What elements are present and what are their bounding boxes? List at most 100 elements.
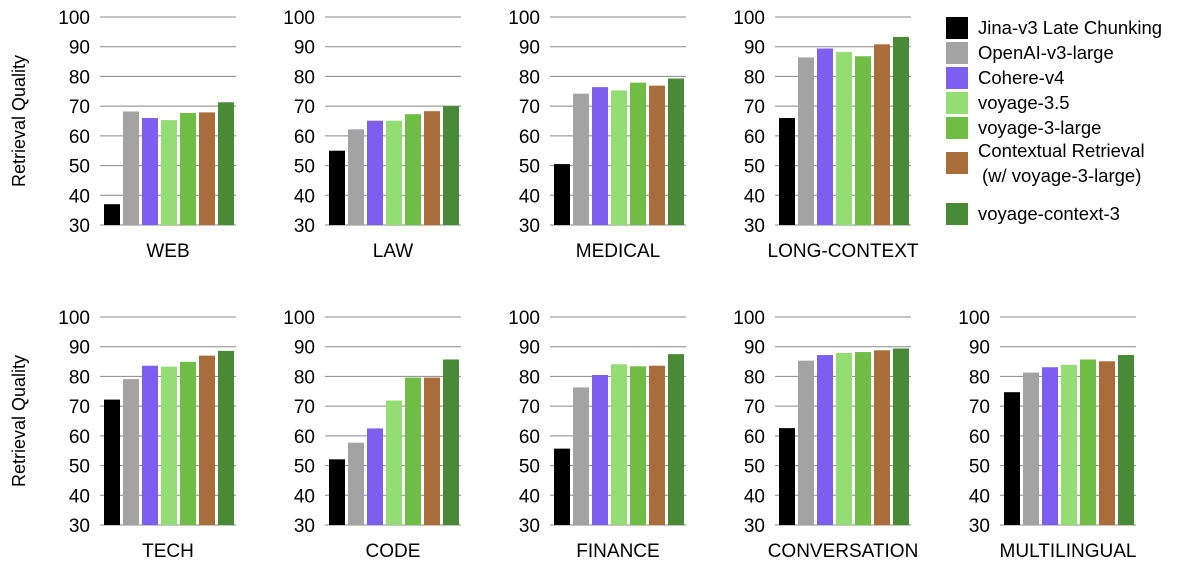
- y-tick-label: 50: [744, 157, 765, 178]
- y-tick-label: 80: [744, 67, 765, 88]
- y-axis-label-top: Retrieval Quality: [9, 55, 29, 187]
- panel-tech: 30 40 50 60 70 80 90 100 TECH: [58, 308, 236, 562]
- bar-medical-5: [649, 85, 665, 225]
- y-tick-label: 70: [294, 97, 315, 118]
- y-tick-label: 90: [294, 38, 315, 59]
- bar-medical-0: [554, 164, 570, 225]
- y-tick-label: 60: [519, 427, 540, 448]
- y-tick-label: 70: [69, 97, 90, 118]
- y-tick-label: 60: [744, 427, 765, 448]
- y-tick-label: 100: [58, 308, 90, 329]
- bar-multilingual-0: [1004, 392, 1020, 525]
- bar-code-5: [424, 377, 440, 525]
- bar-tech-2: [142, 365, 158, 525]
- panel-title: CODE: [366, 541, 421, 562]
- y-tick-label: 60: [969, 427, 990, 448]
- y-tick-label: 30: [744, 216, 765, 237]
- y-tick-label: 50: [744, 457, 765, 478]
- panel-title: MEDICAL: [576, 241, 660, 262]
- y-tick-label: 40: [519, 186, 540, 207]
- bar-code-4: [405, 377, 421, 525]
- y-tick-label: 80: [969, 367, 990, 388]
- y-tick-label: 70: [294, 397, 315, 418]
- bar-conversation-0: [779, 428, 795, 525]
- y-tick-label: 30: [69, 516, 90, 537]
- y-tick-label: 90: [744, 338, 765, 359]
- y-tick-label: 60: [294, 427, 315, 448]
- bar-law-5: [424, 111, 440, 225]
- legend-swatch-0: [946, 17, 968, 39]
- y-tick-label: 100: [283, 308, 315, 329]
- panel-title: FINANCE: [576, 541, 659, 562]
- y-tick-label: 40: [969, 486, 990, 507]
- y-tick-label: 40: [69, 186, 90, 207]
- bar-long-context-2: [817, 48, 833, 225]
- y-axis-label-bottom: Retrieval Quality: [9, 355, 29, 487]
- panel-title: MULTILINGUAL: [1000, 541, 1137, 562]
- bar-finance-1: [573, 387, 589, 525]
- y-tick-label: 70: [744, 397, 765, 418]
- bar-long-context-0: [779, 118, 795, 225]
- bar-law-4: [405, 114, 421, 225]
- y-tick-label: 70: [744, 97, 765, 118]
- panel-title: TECH: [142, 541, 194, 562]
- y-tick-label: 90: [969, 338, 990, 359]
- y-tick-label: 50: [294, 157, 315, 178]
- y-tick-label: 100: [508, 308, 540, 329]
- bar-conversation-3: [836, 352, 852, 525]
- y-tick-label: 90: [744, 38, 765, 59]
- y-tick-label: 80: [294, 67, 315, 88]
- bar-multilingual-3: [1061, 364, 1077, 525]
- y-tick-label: 30: [69, 216, 90, 237]
- bar-tech-6: [218, 350, 234, 525]
- panel-long-context: 30 40 50 60 70 80 90 100 LONG-CONTEXT: [733, 8, 919, 262]
- y-tick-label: 30: [294, 216, 315, 237]
- bar-conversation-6: [893, 348, 909, 525]
- panel-title: LAW: [373, 241, 414, 262]
- y-tick-label: 60: [519, 127, 540, 148]
- y-tick-label: 40: [294, 186, 315, 207]
- legend-swatch-2: [946, 67, 968, 89]
- y-tick-label: 70: [69, 397, 90, 418]
- bar-medical-3: [611, 90, 627, 225]
- legend-label: voyage-context-3: [978, 203, 1120, 224]
- legend-label: Jina-v3 Late Chunking: [978, 17, 1162, 38]
- bar-long-context-1: [798, 57, 814, 225]
- bar-web-3: [161, 120, 177, 225]
- bar-multilingual-6: [1118, 355, 1134, 525]
- y-tick-label: 90: [69, 38, 90, 59]
- legend-swatch-3: [946, 92, 968, 114]
- legend-label: Cohere-v4: [978, 67, 1064, 88]
- bar-web-2: [142, 118, 158, 225]
- legend-swatch-5: [946, 152, 968, 174]
- bar-web-0: [104, 204, 120, 225]
- y-tick-label: 40: [744, 186, 765, 207]
- bar-medical-6: [668, 78, 684, 225]
- y-tick-label: 50: [69, 157, 90, 178]
- y-tick-label: 30: [969, 516, 990, 537]
- y-tick-label: 100: [733, 308, 765, 329]
- y-tick-label: 50: [969, 457, 990, 478]
- bar-long-context-5: [874, 44, 890, 225]
- bar-tech-5: [199, 355, 215, 525]
- y-tick-label: 50: [294, 457, 315, 478]
- bar-code-6: [443, 359, 459, 525]
- panel-web: 30 40 50 60 70 80 90 100 WEB: [58, 8, 236, 262]
- y-tick-label: 60: [744, 127, 765, 148]
- bar-code-1: [348, 442, 364, 525]
- bar-conversation-1: [798, 360, 814, 525]
- bar-tech-1: [123, 379, 139, 525]
- legend: Jina-v3 Late Chunking OpenAI-v3-large Cohe…: [946, 17, 1162, 225]
- y-tick-label: 90: [519, 38, 540, 59]
- bar-long-context-3: [836, 52, 852, 225]
- bar-medical-2: [592, 87, 608, 225]
- y-tick-label: 90: [69, 338, 90, 359]
- bar-finance-2: [592, 374, 608, 525]
- panel-title: WEB: [146, 241, 189, 262]
- y-tick-label: 100: [958, 308, 990, 329]
- y-tick-label: 80: [294, 367, 315, 388]
- y-tick-label: 40: [69, 486, 90, 507]
- legend-label: Contextual Retrieval: [978, 140, 1145, 161]
- y-tick-label: 90: [519, 338, 540, 359]
